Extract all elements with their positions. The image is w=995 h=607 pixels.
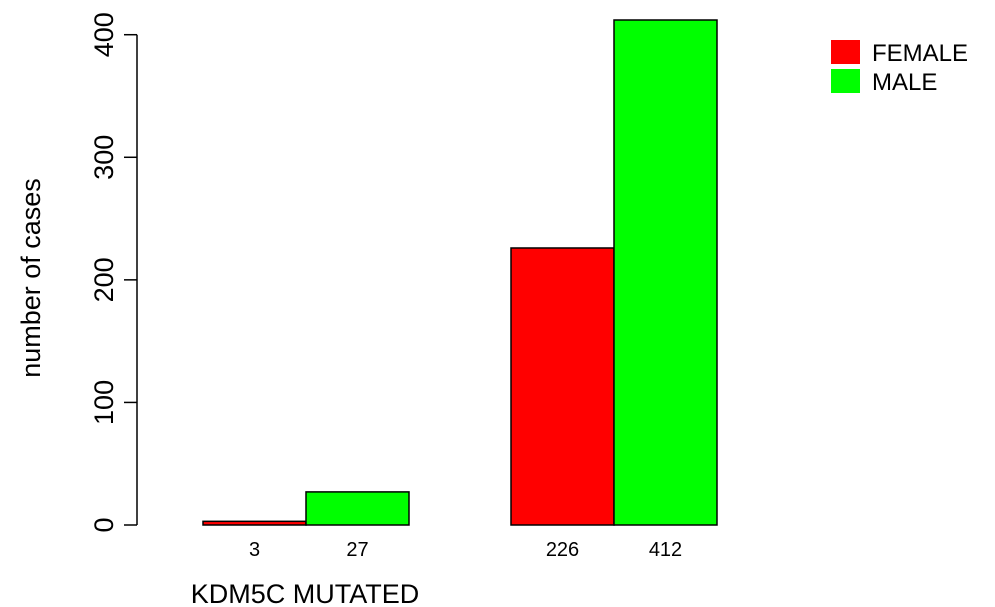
bar-count-label: 226	[546, 539, 579, 561]
legend-swatch-male	[831, 69, 860, 93]
y-tick-label: 0	[89, 517, 119, 532]
y-tick-label: 300	[89, 135, 119, 180]
y-tick-label: 100	[89, 380, 119, 425]
bar-count-label: 3	[249, 539, 260, 561]
legend-label-female: FEMALE	[872, 40, 968, 67]
legend-label-male: MALE	[872, 69, 937, 96]
y-axis: 0 100 200 300 400	[89, 12, 138, 533]
bar-male-1	[305, 491, 410, 526]
bar-count-label: 27	[346, 539, 368, 561]
y-tick-label: 200	[89, 257, 119, 302]
bar-count-label: 412	[649, 539, 682, 561]
bar-female-1	[202, 520, 307, 526]
bar-male-2	[613, 19, 718, 526]
bars	[202, 19, 718, 526]
x-axis-title: KDM5C MUTATED	[191, 579, 420, 607]
legend-swatch-female	[831, 40, 860, 64]
bar-female-2	[510, 247, 615, 526]
bar-labels: 3 27 226 412	[249, 539, 682, 561]
y-tick-label: 400	[89, 12, 119, 57]
y-axis-title: number of cases	[16, 178, 46, 378]
